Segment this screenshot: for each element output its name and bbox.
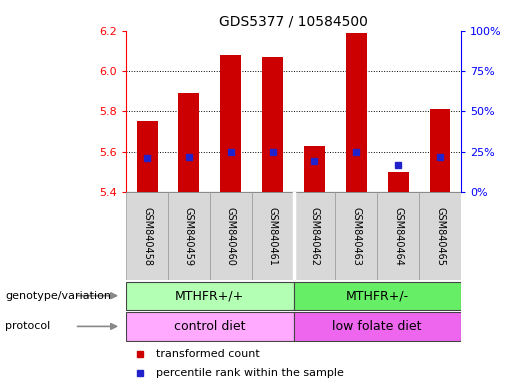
Bar	[210, 192, 252, 280]
Text: genotype/variation: genotype/variation	[5, 291, 111, 301]
Title: GDS5377 / 10584500: GDS5377 / 10584500	[219, 14, 368, 28]
Text: low folate diet: low folate diet	[333, 320, 422, 333]
Text: MTHFR+/-: MTHFR+/-	[346, 289, 409, 302]
Bar	[136, 121, 158, 192]
Bar	[430, 109, 451, 192]
Text: MTHFR+/+: MTHFR+/+	[175, 289, 245, 302]
Bar	[388, 172, 408, 192]
Bar	[294, 312, 461, 341]
Bar	[252, 192, 294, 280]
Bar	[346, 33, 367, 192]
Text: GSM840461: GSM840461	[268, 207, 278, 266]
Text: transformed count: transformed count	[157, 349, 260, 359]
Bar	[220, 55, 241, 192]
Text: percentile rank within the sample: percentile rank within the sample	[157, 368, 344, 379]
Bar	[294, 281, 461, 310]
Bar	[335, 192, 377, 280]
Bar	[126, 312, 294, 341]
Text: GSM840465: GSM840465	[435, 207, 445, 266]
Text: protocol: protocol	[5, 321, 50, 331]
Bar	[179, 93, 199, 192]
Bar	[377, 192, 419, 280]
Bar	[126, 281, 294, 310]
Bar	[304, 146, 325, 192]
Bar	[419, 192, 461, 280]
Text: GSM840458: GSM840458	[142, 207, 152, 266]
Bar	[126, 192, 168, 280]
Text: GSM840459: GSM840459	[184, 207, 194, 266]
Bar	[168, 192, 210, 280]
Bar	[262, 57, 283, 192]
Bar	[294, 192, 335, 280]
Text: GSM840460: GSM840460	[226, 207, 236, 266]
Text: GSM840464: GSM840464	[393, 207, 403, 266]
Text: GSM840462: GSM840462	[310, 207, 319, 266]
Text: GSM840463: GSM840463	[351, 207, 362, 266]
Text: control diet: control diet	[174, 320, 246, 333]
